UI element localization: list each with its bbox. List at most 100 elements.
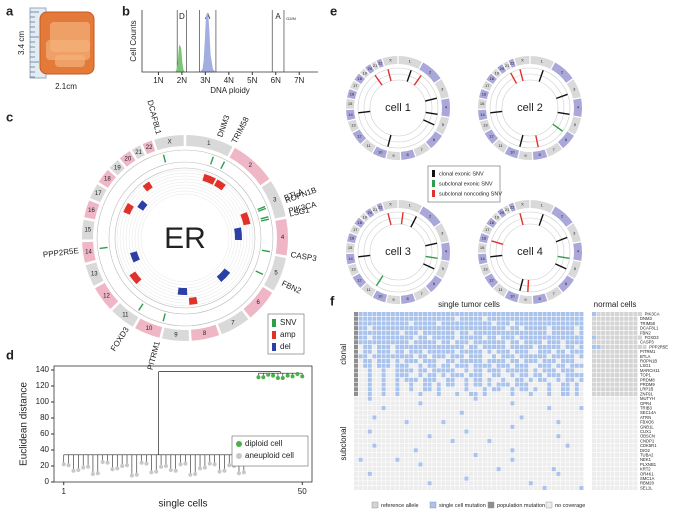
heatmap-cell: [556, 312, 561, 317]
heatmap-cell: [377, 368, 381, 373]
chromosome-label: 8: [407, 152, 410, 157]
heatmap-cell: [354, 377, 358, 382]
heatmap-cell: [404, 387, 409, 392]
heatmap-cell: [487, 321, 492, 326]
heatmap-cell: [619, 462, 624, 467]
heatmap-cell: [615, 377, 619, 382]
heatmap-cell: [551, 448, 556, 453]
heatmap-cell: [605, 438, 610, 443]
heatmap-cell: [367, 438, 372, 443]
heatmap-cell: [496, 415, 501, 420]
heatmap-cell: [524, 415, 529, 420]
heatmap-cell: [570, 335, 575, 340]
heatmap-cell: [524, 406, 529, 411]
chromosome-label: 1: [541, 59, 544, 64]
heatmap-cell: [501, 340, 506, 345]
chromosome-band: [491, 68, 502, 79]
heatmap-cell: [478, 363, 483, 368]
heatmap-cell: [400, 434, 404, 439]
heatmap-cell: [400, 462, 404, 467]
heatmap-cell: [579, 312, 584, 317]
heatmap-cell: [377, 401, 381, 406]
heatmap-cell: [363, 410, 368, 415]
chromosome-band: [361, 139, 376, 153]
gene-label: SEC14A: [640, 410, 656, 415]
snv-tick: [413, 74, 422, 86]
heatmap-cell: [592, 467, 596, 472]
heatmap-cell: [358, 434, 363, 439]
heatmap-cell: [619, 424, 624, 429]
heatmap-cell: [538, 344, 542, 349]
heatmap-cell: [464, 424, 469, 429]
heatmap-cell: [423, 373, 427, 378]
heatmap-cell: [381, 330, 386, 335]
heatmap-cell: [633, 410, 638, 415]
chromosome-band: [386, 294, 401, 304]
heatmap-cell: [601, 406, 606, 411]
legend-label: clonal exonic SNV: [439, 171, 484, 177]
heatmap-cell: [547, 354, 552, 359]
heatmap-cell: [455, 462, 460, 467]
heatmap-cell: [624, 312, 629, 317]
heatmap-cell: [519, 429, 524, 434]
heatmap-cell: [515, 373, 519, 378]
heatmap-cell: [579, 443, 584, 448]
heatmap-cell: [436, 387, 441, 392]
heatmap-cell: [423, 467, 427, 472]
heatmap-cell: [492, 312, 496, 317]
heatmap-cell: [404, 377, 409, 382]
heatmap-cell: [455, 330, 460, 335]
heatmap-cell: [615, 434, 619, 439]
heatmap-cell: [619, 448, 624, 453]
heatmap-cell: [432, 415, 437, 420]
heatmap-cell: [487, 326, 492, 331]
heatmap-cell: [615, 330, 619, 335]
heatmap-cell: [354, 448, 358, 453]
heatmap-cell: [605, 377, 610, 382]
x-tick-label: 5N: [247, 76, 257, 85]
heatmap-cell: [409, 401, 414, 406]
heatmap-cell: [404, 457, 409, 462]
heatmap-cell: [561, 377, 565, 382]
heatmap-cell: [441, 424, 446, 429]
heatmap-cell: [363, 340, 368, 345]
heatmap-cell: [528, 373, 533, 378]
heatmap-cell: [418, 401, 423, 406]
heatmap-cell: [390, 443, 395, 448]
heatmap-cell: [592, 438, 596, 443]
heatmap-cell: [487, 438, 492, 443]
heatmap-cell: [505, 373, 510, 378]
chromosome-label: 4: [577, 105, 580, 110]
heatmap-cell: [556, 434, 561, 439]
chromosome-band: [478, 253, 488, 265]
heatmap-cell: [524, 476, 529, 481]
heatmap-cell: [404, 373, 409, 378]
heatmap-cell: [528, 471, 533, 476]
heatmap-cell: [505, 321, 510, 326]
chromosome-label: 14: [480, 112, 485, 117]
heatmap-cell: [624, 382, 629, 387]
heatmap-cell: [624, 396, 629, 401]
heatmap-cell: [446, 410, 450, 415]
chromosome-band: [243, 287, 273, 318]
heatmap-cell: [478, 349, 483, 354]
heatmap-cell: [404, 429, 409, 434]
heatmap-cell: [487, 373, 492, 378]
heatmap-cell: [418, 368, 423, 373]
heatmap-cell: [492, 326, 496, 331]
gene-label: GPR4: [640, 401, 652, 406]
heatmap-cell: [579, 485, 584, 490]
heatmap-cell: [533, 485, 538, 490]
heatmap-cell: [423, 462, 427, 467]
heatmap-cell: [605, 363, 610, 368]
heatmap-cell: [505, 377, 510, 382]
heatmap-cell: [505, 410, 510, 415]
heatmap-cell: [519, 410, 524, 415]
heatmap-cell: [413, 335, 418, 340]
heatmap-cell: [615, 321, 619, 326]
heatmap-cell: [482, 330, 487, 335]
heatmap-cell: [478, 415, 483, 420]
chromosome-label: 18: [358, 76, 363, 81]
gene-label: TUBA2: [640, 452, 654, 457]
heatmap-cell: [601, 457, 606, 462]
